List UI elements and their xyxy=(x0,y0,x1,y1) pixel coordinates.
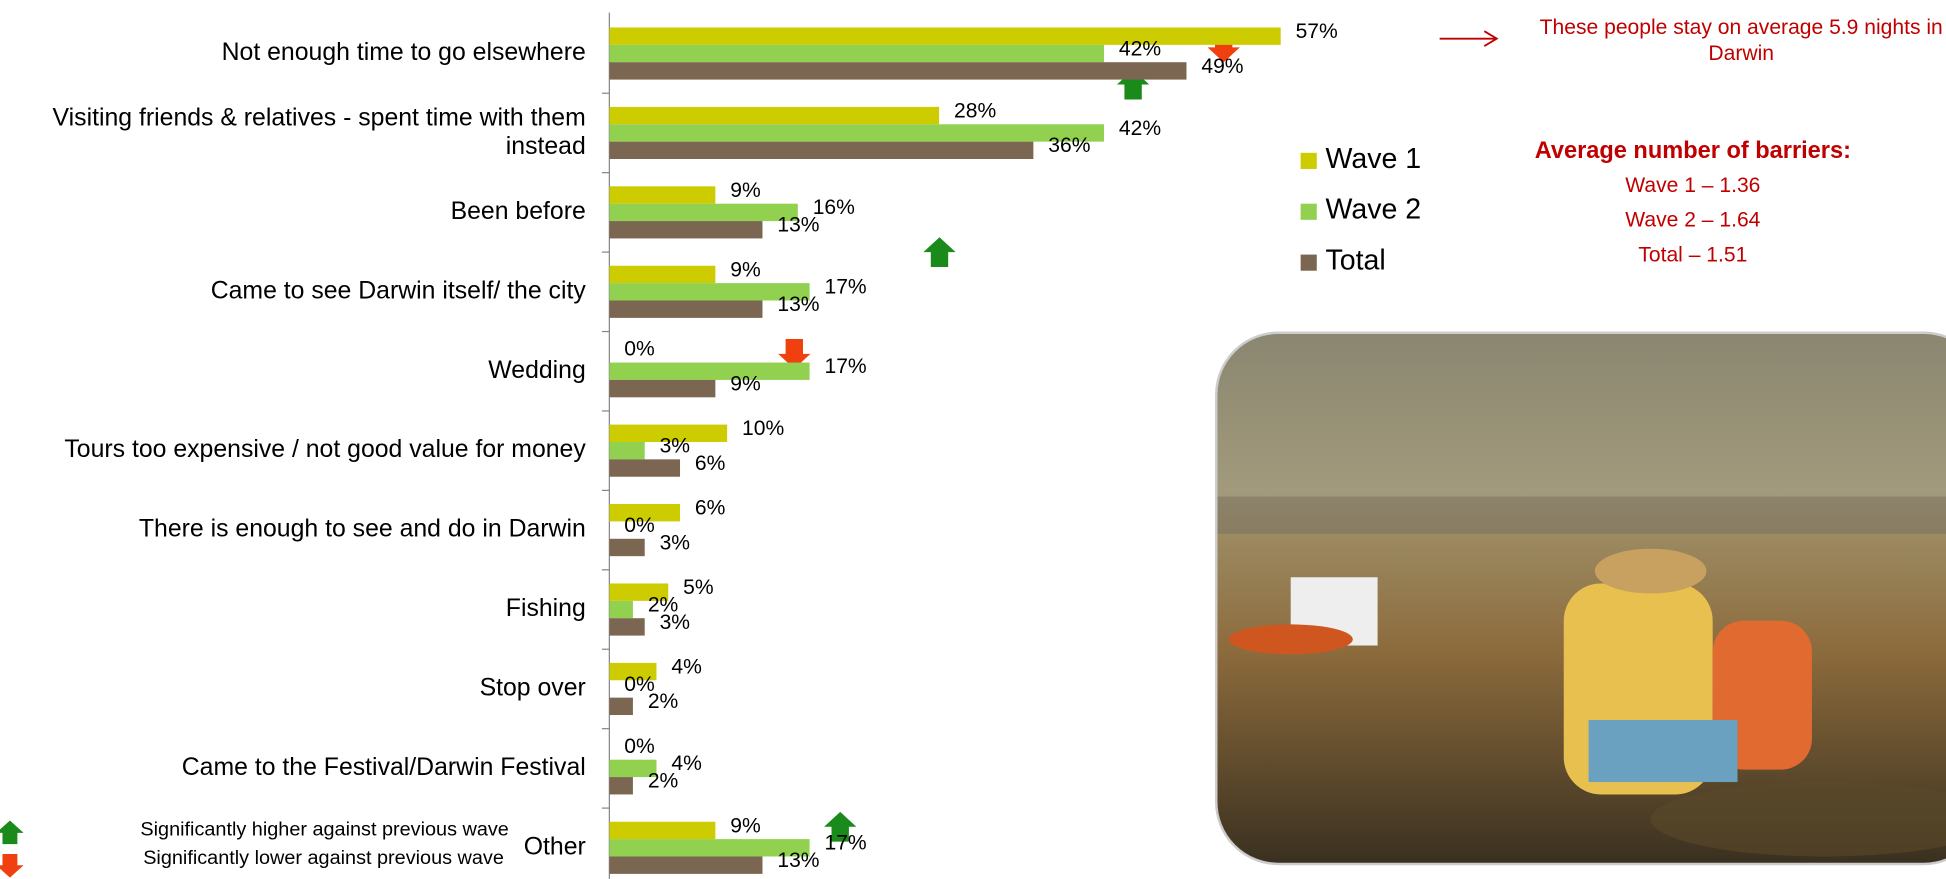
bar xyxy=(609,106,940,125)
bar xyxy=(609,221,763,239)
bar xyxy=(609,44,1105,63)
bar xyxy=(609,186,716,204)
value-label: 4% xyxy=(671,655,701,678)
category-label: Tours too expensive / not good value for… xyxy=(64,436,586,463)
bar xyxy=(609,856,763,874)
legend-label: Wave 2 xyxy=(1325,194,1421,226)
value-label: 9% xyxy=(730,814,760,837)
barriers-title: Average number of barriers: xyxy=(1535,137,1851,163)
bar xyxy=(609,424,728,442)
bar xyxy=(609,141,1034,160)
value-label: 3% xyxy=(660,435,690,458)
bar xyxy=(609,362,810,380)
bar xyxy=(609,379,716,398)
up-arrow xyxy=(923,237,956,267)
value-label: 2% xyxy=(648,770,678,793)
value-label: 9% xyxy=(730,258,760,281)
value-label: 3% xyxy=(660,611,690,634)
category-label: Visiting friends & relatives - spent tim… xyxy=(53,104,586,160)
sig-lower-note: Significantly lower against previous wav… xyxy=(143,847,504,869)
bar xyxy=(609,600,633,619)
category-label: There is enough to see and do in Darwin xyxy=(139,516,586,543)
value-label: 49% xyxy=(1201,55,1243,78)
value-label: 16% xyxy=(813,196,855,219)
bar xyxy=(609,583,669,601)
category-label: Not enough time to go elsewhere xyxy=(222,39,586,66)
bar xyxy=(609,459,681,477)
legend-swatch xyxy=(1300,254,1317,271)
bar xyxy=(609,839,810,857)
category-label: Been before xyxy=(451,198,586,225)
bar xyxy=(609,27,1281,45)
bar xyxy=(609,203,798,222)
barriers-line: Total – 1.51 xyxy=(1638,243,1747,266)
bar xyxy=(609,124,1105,142)
bar xyxy=(609,618,645,636)
up-arrow xyxy=(824,811,857,842)
category-label: Wedding xyxy=(488,357,585,384)
category-label: Stop over xyxy=(480,675,586,702)
photo-frame xyxy=(1215,331,1946,866)
category-label: Fishing xyxy=(506,595,586,622)
category-label: Other xyxy=(524,833,586,860)
value-label: 42% xyxy=(1119,117,1161,140)
value-label: 9% xyxy=(730,179,760,202)
value-label: 42% xyxy=(1119,37,1161,60)
bar xyxy=(609,265,716,284)
value-label: 0% xyxy=(624,735,654,758)
legend-label: Total xyxy=(1325,245,1385,277)
sig-higher-note: Significantly higher against previous wa… xyxy=(140,819,508,841)
bar xyxy=(609,283,810,301)
legend-swatch xyxy=(1300,152,1317,169)
value-label: 2% xyxy=(648,593,678,616)
stay-note: These people stay on average 5.9 nights … xyxy=(1540,16,1943,65)
value-label: 13% xyxy=(777,293,819,316)
down-arrow xyxy=(778,338,811,369)
value-label: 13% xyxy=(777,214,819,237)
value-label: 17% xyxy=(824,355,866,378)
value-label: 17% xyxy=(824,276,866,299)
bar xyxy=(609,504,681,522)
legend-down-arrow xyxy=(0,854,24,878)
barriers-line: Wave 1 – 1.36 xyxy=(1625,174,1760,197)
value-label: 13% xyxy=(777,849,819,872)
bar xyxy=(609,821,716,840)
category-label: Came to the Festival/Darwin Festival xyxy=(182,754,586,781)
bar xyxy=(609,759,657,778)
value-label: 2% xyxy=(648,690,678,713)
value-label: 0% xyxy=(624,673,654,696)
bar xyxy=(609,777,633,795)
value-label: 3% xyxy=(660,531,690,554)
bar xyxy=(609,62,1187,80)
legend-up-arrow xyxy=(0,820,24,845)
value-label: 36% xyxy=(1048,134,1090,157)
value-label: 5% xyxy=(683,576,713,599)
value-label: 28% xyxy=(954,99,996,122)
value-label: 17% xyxy=(824,832,866,855)
bar xyxy=(609,300,763,318)
legend-label: Wave 1 xyxy=(1325,143,1421,175)
value-label: 6% xyxy=(695,452,725,475)
note-arrow-head xyxy=(1483,30,1499,47)
bar xyxy=(609,662,657,681)
bar xyxy=(609,697,633,716)
bar xyxy=(609,441,645,460)
bar xyxy=(609,538,645,557)
value-label: 57% xyxy=(1296,20,1338,43)
photo xyxy=(1216,332,1946,864)
value-label: 6% xyxy=(695,497,725,520)
value-label: 0% xyxy=(624,338,654,361)
value-label: 0% xyxy=(624,514,654,537)
category-label: Came to see Darwin itself/ the city xyxy=(211,277,587,304)
legend-swatch xyxy=(1300,203,1317,220)
value-label: 4% xyxy=(671,752,701,775)
value-label: 10% xyxy=(742,417,784,440)
barriers-line: Wave 2 – 1.64 xyxy=(1625,209,1760,232)
value-label: 9% xyxy=(730,372,760,395)
